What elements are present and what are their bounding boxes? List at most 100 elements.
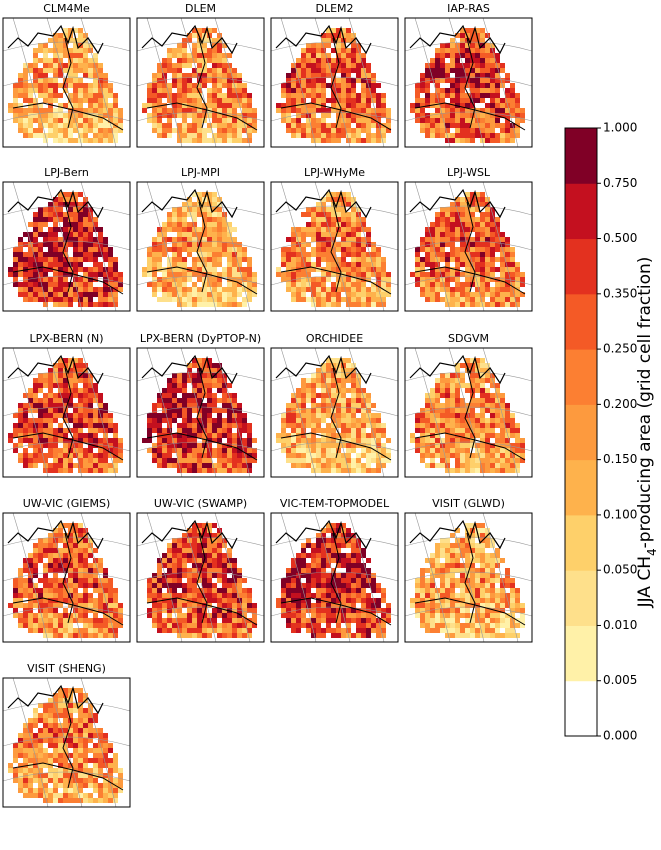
map-cell (43, 123, 48, 128)
map-cell (247, 272, 252, 277)
map-cell (63, 247, 68, 252)
map-cell (33, 603, 38, 608)
map-cell (242, 103, 247, 108)
map-cell (217, 418, 222, 423)
map-cell (78, 267, 83, 272)
map-cell (197, 48, 202, 53)
map-cell (177, 453, 182, 458)
map-cell (48, 578, 53, 583)
map-cell (470, 398, 475, 403)
map-cell (177, 292, 182, 297)
map-cell (197, 53, 202, 58)
map-cell (420, 78, 425, 83)
map-cell (311, 413, 316, 418)
map-cell (455, 388, 460, 393)
map-cell (470, 453, 475, 458)
map-cell (43, 423, 48, 428)
map-cell (48, 383, 53, 388)
map-cell (415, 418, 420, 423)
map-cell (182, 548, 187, 553)
map-cell (440, 78, 445, 83)
map-cell (490, 103, 495, 108)
map-cell (53, 68, 58, 73)
map-cell (187, 272, 192, 277)
map-cell (455, 378, 460, 383)
map-cell (38, 428, 43, 433)
map-cell (103, 98, 108, 103)
map-cell (113, 598, 118, 603)
map-cell (93, 568, 98, 573)
map-cell (341, 368, 346, 373)
map-cell (108, 633, 113, 638)
map-cell (98, 73, 103, 78)
map-cell (187, 58, 192, 63)
map-cell (83, 373, 88, 378)
map-cell (361, 272, 366, 277)
map-cell (217, 528, 222, 533)
map-cell (465, 68, 470, 73)
map-cell (167, 123, 172, 128)
map-cell (425, 257, 430, 262)
map-cell (450, 123, 455, 128)
map-cell (311, 267, 316, 272)
map-cell (286, 73, 291, 78)
map-cell (460, 202, 465, 207)
map-cell (356, 227, 361, 232)
map-cell (207, 458, 212, 463)
map-cell (480, 458, 485, 463)
map-cell (113, 282, 118, 287)
map-cell (242, 118, 247, 123)
map-cell (311, 227, 316, 232)
map-cell (187, 242, 192, 247)
graticule (136, 205, 265, 216)
map-cell (311, 433, 316, 438)
map-cell (192, 48, 197, 53)
graticule (46, 512, 83, 643)
map-cell (93, 58, 98, 63)
map-cell (366, 138, 371, 143)
map-cell (98, 108, 103, 113)
map-cell (351, 388, 356, 393)
map-cell (301, 403, 306, 408)
map-cell (58, 378, 63, 383)
map-cell (301, 53, 306, 58)
map-cell (83, 118, 88, 123)
map-cell (475, 98, 480, 103)
graticule (404, 371, 533, 382)
map-cell (321, 88, 326, 93)
map-cell (455, 257, 460, 262)
map-cell (207, 232, 212, 237)
map-cell (247, 277, 252, 282)
map-cell (500, 138, 505, 143)
map-cell (28, 428, 33, 433)
map-cell (346, 423, 351, 428)
map-cell (316, 138, 321, 143)
map-cell (53, 302, 58, 307)
map-cell (485, 418, 490, 423)
map-cell (381, 433, 386, 438)
map-cell (341, 247, 346, 252)
map-cell (142, 272, 147, 277)
map-cell (192, 388, 197, 393)
map-cell (420, 277, 425, 282)
map-cell (63, 558, 68, 563)
map-cell (356, 433, 361, 438)
map-cell (480, 252, 485, 257)
map-cell (485, 423, 490, 428)
map-cell (53, 73, 58, 78)
map-cell (371, 108, 376, 113)
map-cell (43, 408, 48, 413)
map-cell (73, 608, 78, 613)
map-cell (326, 222, 331, 227)
map-cell (510, 292, 515, 297)
map-cell (58, 277, 63, 282)
map-cell (93, 388, 98, 393)
map-cell (23, 403, 28, 408)
map-cell (500, 78, 505, 83)
map-cell (376, 113, 381, 118)
map-cell (23, 297, 28, 302)
map-cell (321, 413, 326, 418)
map-cell (366, 98, 371, 103)
map-cell (152, 458, 157, 463)
map-cell (58, 247, 63, 252)
